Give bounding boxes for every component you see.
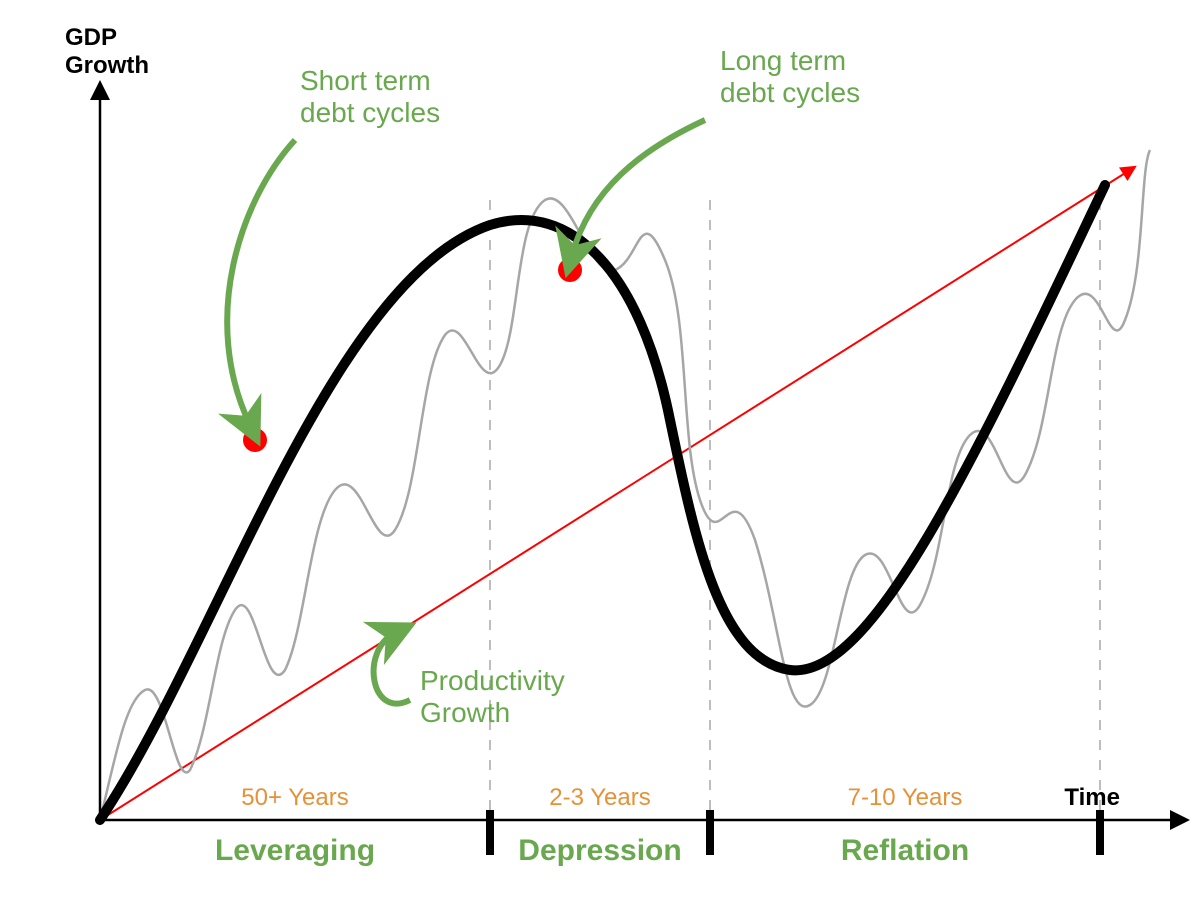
duration-label: 7-10 Years [848, 784, 963, 811]
short-term-marker [243, 428, 267, 452]
y-axis-label: GDP Growth [65, 24, 149, 79]
productivity-callout-label: ProductivityGrowth [420, 665, 565, 728]
chart-svg: GDP Growth Time Short termdebt cycles Lon… [0, 0, 1200, 897]
short-term-callout-arrow [227, 140, 295, 425]
long-term-marker [558, 258, 582, 282]
phase-label: Leveraging [215, 834, 375, 867]
duration-label: 50+ Years [241, 784, 348, 811]
long-term-callout-label: Long termdebt cycles [720, 45, 860, 108]
long-term-callout-arrow [572, 120, 705, 255]
phase-labels: Leveraging Depression Reflation [215, 834, 969, 867]
phase-label: Depression [518, 834, 681, 867]
debt-cycle-chart: GDP Growth Time Short termdebt cycles Lon… [0, 0, 1200, 897]
callout-arrows [227, 120, 705, 704]
cycle-markers [243, 258, 582, 452]
duration-label: 2-3 Years [549, 784, 650, 811]
productivity-growth-line [100, 170, 1130, 820]
duration-labels: 50+ Years 2-3 Years 7-10 Years [241, 784, 962, 811]
productivity-callout-arrow [374, 633, 410, 704]
short-term-callout-label: Short termdebt cycles [300, 65, 440, 128]
x-axis-label: Time [1064, 784, 1120, 811]
phase-dividers [490, 200, 1100, 820]
phase-label: Reflation [841, 834, 969, 867]
